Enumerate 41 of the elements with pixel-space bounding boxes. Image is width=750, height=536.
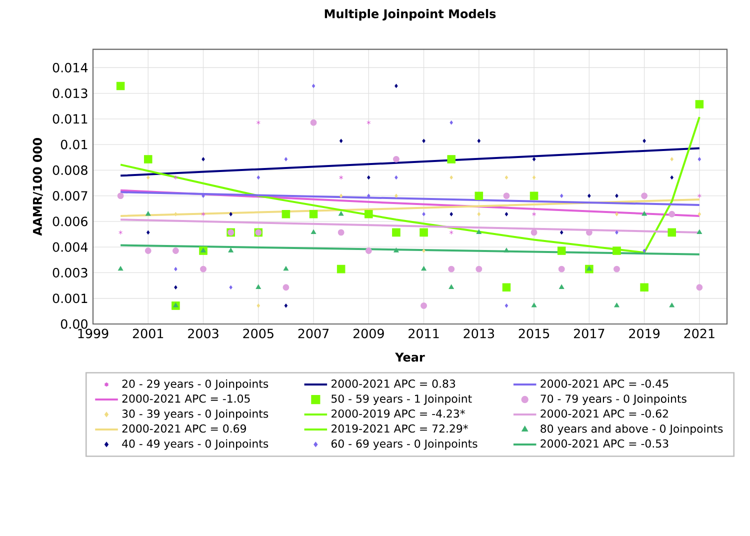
legend-label: 70 - 79 years - 0 Joinpoints (540, 394, 686, 405)
legend-label: 2000-2021 APC = -0.53 (540, 439, 668, 448)
x-tick-label: 2017 (574, 328, 604, 338)
x-tick-label: 2013 (464, 328, 494, 338)
x-tick-label: 2011 (408, 328, 439, 338)
x-tick-label: 2005 (243, 328, 274, 338)
x-axis-title: Year (395, 352, 425, 362)
legend-label: 80 years and above - 0 Joinpoints (540, 424, 723, 435)
x-tick-label: 2007 (298, 328, 329, 338)
legend-label: 2000-2019 APC = -4.23* (332, 409, 466, 418)
y-tick-label: 0.01 (60, 140, 88, 150)
x-tick-label: 2021 (684, 328, 714, 338)
x-tick-label: 2015 (518, 328, 550, 338)
legend-label: 2000-2021 APC = -1.05 (122, 394, 250, 403)
y-tick-label: 0.007 (52, 191, 88, 201)
y-tick-label: 0.013 (52, 88, 88, 98)
legend-label: 2000-2021 APC = -0.62 (540, 409, 668, 418)
legend-label: 50 - 59 years - 1 Joinpoint (332, 394, 472, 405)
y-tick-label: 0.00 (60, 319, 88, 329)
legend-label: 40 - 49 years - 0 Joinpoints (122, 439, 268, 450)
y-tick-label: 0.008 (52, 165, 88, 175)
legend-label: 30 - 39 years - 0 Joinpoints (122, 409, 268, 420)
chart-title: Multiple Joinpoint Models (324, 9, 496, 21)
legend-label: 2000-2021 APC = -0.45 (540, 380, 668, 388)
x-tick-label: 2019 (629, 328, 660, 338)
y-tick-label: 0.014 (52, 62, 88, 72)
legend-label: 20 - 29 years - 0 Joinpoints (122, 379, 268, 390)
x-tick-label: 2001 (132, 328, 164, 338)
y-tick-label: 0.011 (52, 114, 88, 124)
y-tick-label: 0.006 (52, 216, 88, 226)
x-tick-label: 1999 (78, 328, 108, 338)
y-tick-label: 0.003 (52, 268, 88, 278)
y-tick-label: 0.004 (52, 242, 88, 252)
legend-label: 2000-2021 APC = 0.83 (332, 380, 456, 388)
y-axis-title: AAMR/100 000 (32, 138, 43, 236)
legend-label: 2000-2021 APC = 0.69 (122, 424, 246, 433)
legend-label: 2019-2021 APC = 72.29* (332, 424, 468, 433)
legend-label: 60 - 69 years - 0 Joinpoints (332, 439, 478, 450)
x-tick-label: 2009 (353, 328, 384, 338)
y-tick-label: 0.001 (52, 294, 88, 304)
x-tick-label: 2003 (188, 328, 218, 338)
